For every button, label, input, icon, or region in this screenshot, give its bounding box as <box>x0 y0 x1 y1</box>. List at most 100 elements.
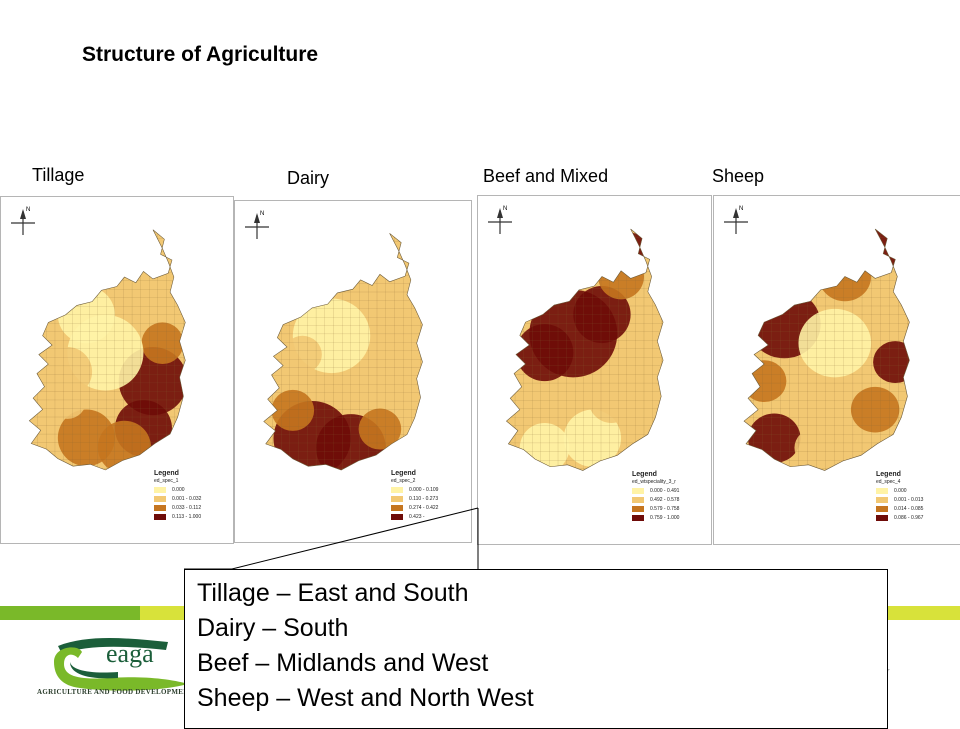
map-cell-border <box>411 283 421 293</box>
map-cell-border <box>106 246 115 256</box>
map-cell-border <box>898 434 908 444</box>
map-cell-border <box>626 245 636 255</box>
map-cell-border <box>29 382 38 392</box>
map-cell-border <box>762 477 771 486</box>
map-cell-border <box>80 246 90 256</box>
map-cell-border <box>63 289 73 298</box>
map-cell-border <box>834 245 844 255</box>
map-cell-border <box>315 266 325 276</box>
map-cell-border <box>532 271 541 281</box>
map-cell-border <box>549 288 559 298</box>
north-arrow-label: N <box>739 206 743 212</box>
map-cell-border <box>420 426 423 435</box>
map-cell-border <box>592 263 602 272</box>
map-cell-border <box>411 266 421 276</box>
map-cell-border <box>549 245 559 255</box>
map-cell-border <box>131 246 141 256</box>
map-cell-border <box>907 280 910 289</box>
map-cell-border <box>575 280 584 289</box>
map-cell-border <box>834 228 844 238</box>
map-cell-border <box>798 254 808 264</box>
map-cell-border <box>753 228 763 238</box>
map-cell-border <box>63 238 73 247</box>
map-cell-border <box>289 275 299 284</box>
map-label-sheep: Sheep <box>712 166 765 186</box>
map-cell-border <box>825 254 835 264</box>
map-cell-border <box>825 245 835 255</box>
map-cell-border <box>54 468 64 470</box>
map-cell-border <box>557 288 567 298</box>
map-cell-border <box>898 254 908 264</box>
choropleth-map: N <box>488 206 664 486</box>
map-cell-border <box>566 254 576 264</box>
map-cell-border <box>54 255 64 264</box>
map-cell-border <box>272 459 282 469</box>
map-cell-border <box>360 477 369 485</box>
legend-swatch <box>876 488 888 494</box>
map-cell-border <box>635 263 645 272</box>
map-cell-border <box>762 263 772 272</box>
map-cell-border <box>780 245 790 255</box>
legend-row: 0.000 - 0.109 <box>391 487 438 493</box>
map-cell-border <box>780 297 790 307</box>
map-cell-border <box>29 272 38 281</box>
map-cell-border <box>558 477 567 486</box>
map-cell-border <box>89 272 98 281</box>
map-panel-dairy: N Legend ed_spec_2 0.000 - 0.109 0.110 - 0.2… <box>234 200 472 543</box>
legend-row: 0.759 - 1.000 <box>632 515 679 521</box>
map-cell-border <box>907 357 910 366</box>
map-cell-border <box>149 255 158 264</box>
map-region <box>271 389 315 431</box>
map-cell-border <box>652 271 662 281</box>
map-cell-border <box>843 254 854 264</box>
legend-swatch <box>154 496 166 502</box>
map-cell-border <box>350 266 360 276</box>
legend-range: 0.759 - 1.000 <box>650 515 680 521</box>
map-cell-border <box>618 460 627 469</box>
map-cell-border <box>403 233 412 242</box>
legend-swatch <box>154 505 166 511</box>
map-cell-border <box>661 357 664 366</box>
map-cell-border <box>333 266 343 276</box>
map-cell-border <box>394 266 404 276</box>
map-cell-border <box>744 280 754 289</box>
map-cell-border <box>609 245 619 255</box>
map-cell-border <box>281 249 290 259</box>
map-cell-border <box>834 254 844 264</box>
map-cell-border <box>506 288 516 298</box>
map-cell-border <box>575 237 584 247</box>
map-cell-border <box>540 271 550 281</box>
map-cell-border <box>37 246 47 256</box>
map-cell-border <box>889 237 899 247</box>
map-cell-border <box>140 238 150 247</box>
legend-row: 0.423 - <box>391 514 438 520</box>
map-cell-border <box>852 460 863 469</box>
map-cell-border <box>123 477 132 486</box>
map-cell-border <box>29 238 38 247</box>
map-cell-border <box>46 306 56 315</box>
map-cell-border <box>807 271 817 281</box>
map-cell-border <box>889 460 899 469</box>
map-cell-border <box>844 477 853 486</box>
map-cell-border <box>157 442 167 452</box>
map-cell-border <box>506 297 516 307</box>
map-cell-border <box>540 263 550 272</box>
map-cell-border <box>861 460 872 469</box>
legend-swatch <box>154 487 166 493</box>
map-cell-border <box>871 245 881 255</box>
map-cell-border <box>907 288 910 298</box>
map-cell-border <box>762 228 772 238</box>
map-cell-border <box>540 288 550 298</box>
map-cell-border <box>29 468 38 470</box>
map-cell-border <box>55 477 64 486</box>
map-cell-border <box>523 297 533 307</box>
map-cell-border <box>583 245 593 255</box>
map-cell-border <box>557 237 567 247</box>
map-cell-border <box>566 245 576 255</box>
map-cell-border <box>753 288 763 298</box>
map-cell-border <box>72 289 81 298</box>
map-cell-border <box>29 365 38 375</box>
map-cell-border <box>514 288 524 298</box>
map-cell-border <box>789 288 799 298</box>
map-cell-border <box>183 348 186 358</box>
